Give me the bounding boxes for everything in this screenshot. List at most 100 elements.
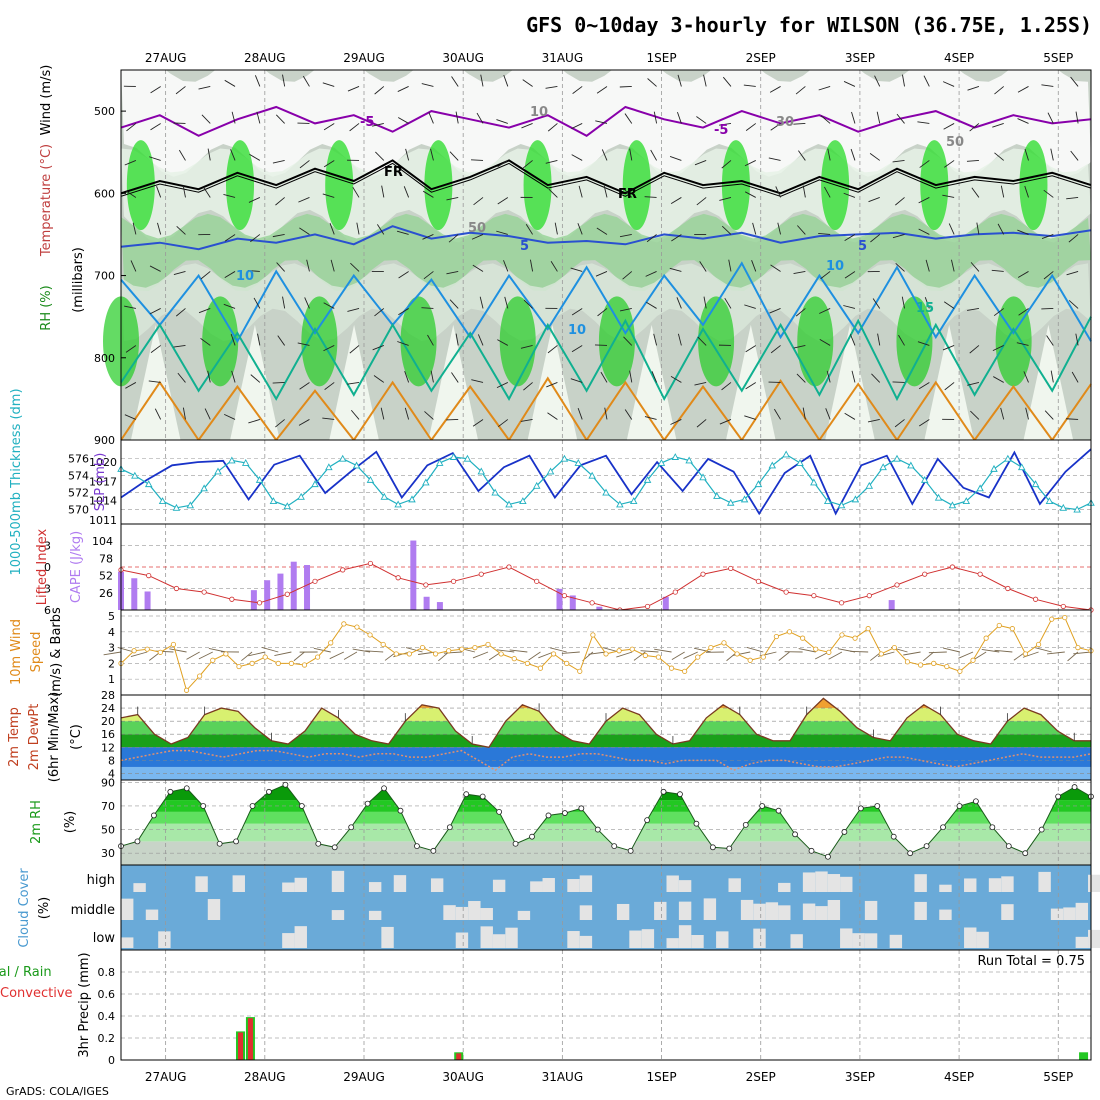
wind-barb (1046, 335, 1054, 346)
wind-barb (125, 190, 137, 198)
wind-barb (981, 648, 1000, 653)
wind-barb (823, 186, 831, 198)
cloud-block (1038, 871, 1051, 892)
wind-barb (421, 307, 434, 309)
cloud-block (381, 926, 394, 948)
wind-barb (919, 419, 930, 427)
rh-marker (726, 845, 733, 852)
rh-marker (1022, 850, 1029, 857)
wind-barb (819, 339, 831, 346)
wind-barb (299, 382, 310, 390)
thickness-marker (435, 459, 444, 466)
wind-speed-marker (721, 640, 727, 646)
rh-marker (825, 853, 831, 860)
wind-barb (721, 160, 732, 169)
wind-barb (372, 123, 384, 127)
thickness-marker (186, 501, 195, 509)
thickness-marker (519, 497, 527, 505)
wind-barb (546, 382, 558, 388)
wind-barb (671, 234, 682, 242)
contour-label: 30 (776, 115, 794, 130)
wind-barb (644, 196, 657, 198)
wind-barb (455, 111, 459, 124)
cloud-block (517, 910, 531, 920)
wind-barb (471, 379, 484, 383)
cloud-block (455, 932, 469, 948)
upper-ylabel-wind: Wind (m/s) (39, 65, 54, 136)
wind-barb (604, 407, 608, 420)
wind-barb (347, 381, 360, 385)
wind-barb (173, 271, 186, 276)
wind-speed-marker (944, 663, 950, 670)
wind-barb (274, 651, 292, 657)
wind-barb (404, 407, 410, 420)
wind-barb (743, 84, 756, 87)
lifted-index-marker (949, 564, 956, 570)
wind-barb (793, 271, 806, 275)
wind-barb (969, 123, 980, 132)
cloud-block (579, 935, 593, 948)
wind-barb (422, 190, 434, 198)
temp-ylabel-4: (°C) (69, 724, 84, 750)
cloud-block (232, 875, 245, 892)
date-label-bottom: 29AUG (343, 1070, 385, 1084)
wind-barb (918, 382, 930, 390)
temp-ytick: 12 (101, 741, 115, 754)
thickness-marker (796, 459, 804, 466)
wind-barb (272, 160, 285, 164)
wind-barb (397, 86, 409, 92)
cape-ytick: 26 (99, 587, 113, 600)
isotherm-5 (120, 225, 1092, 251)
contour-label: -5 (714, 123, 728, 138)
temp-ylabel-3: (6hr Min/Max) (47, 692, 62, 782)
thickness-marker (754, 480, 763, 488)
wind-barb (967, 86, 980, 91)
thickness-marker (879, 463, 887, 471)
thickness-marker (726, 498, 735, 506)
wind-barb (724, 297, 732, 309)
temp-ytick: 20 (101, 715, 115, 728)
thickness-marker (338, 454, 347, 462)
wind-barb (917, 341, 930, 346)
wind-barb (1068, 300, 1079, 309)
thickness-marker (713, 492, 721, 499)
cape-bar (888, 600, 895, 610)
wind-speed-marker (917, 662, 924, 668)
wind-barb (449, 151, 459, 161)
contour-label: 10 (568, 323, 586, 338)
wind-barb (719, 122, 732, 126)
warm-plume (924, 324, 974, 440)
wind-barb (721, 225, 732, 235)
wind-speed-marker (891, 644, 897, 651)
cape-bar (290, 561, 297, 610)
thickness-marker (1031, 480, 1040, 488)
lifted-index-marker (423, 582, 429, 588)
wind-speed-marker (498, 651, 504, 657)
thickness-marker (144, 480, 153, 488)
wind-barb (1071, 371, 1079, 383)
cloud-block (368, 910, 382, 920)
wind-barb (746, 647, 764, 653)
cape-bar (662, 596, 669, 610)
wind-barb (640, 650, 659, 653)
contour-label: 10 (826, 259, 844, 274)
wind-barb (203, 187, 211, 198)
wind-barb (670, 419, 682, 425)
wind-barb (923, 75, 930, 87)
rh-marker (923, 843, 930, 850)
wind-barb (992, 123, 1004, 128)
rh-marker (989, 824, 996, 831)
wind-speed-marker (183, 687, 190, 693)
wind-barb (130, 651, 148, 658)
rh-blob (301, 296, 338, 387)
cloud-block (889, 934, 903, 948)
wind-barb (850, 148, 856, 161)
wind-barb (722, 76, 732, 87)
wind-barb (503, 260, 509, 272)
thickness-marker (283, 502, 292, 510)
wind-speed-marker (262, 654, 268, 660)
cloud-cover-panel: high middle low Cloud Cover (%) (17, 864, 1100, 951)
wind-barb (619, 85, 632, 88)
wind-barb (973, 651, 987, 661)
cloud-block (778, 882, 791, 892)
